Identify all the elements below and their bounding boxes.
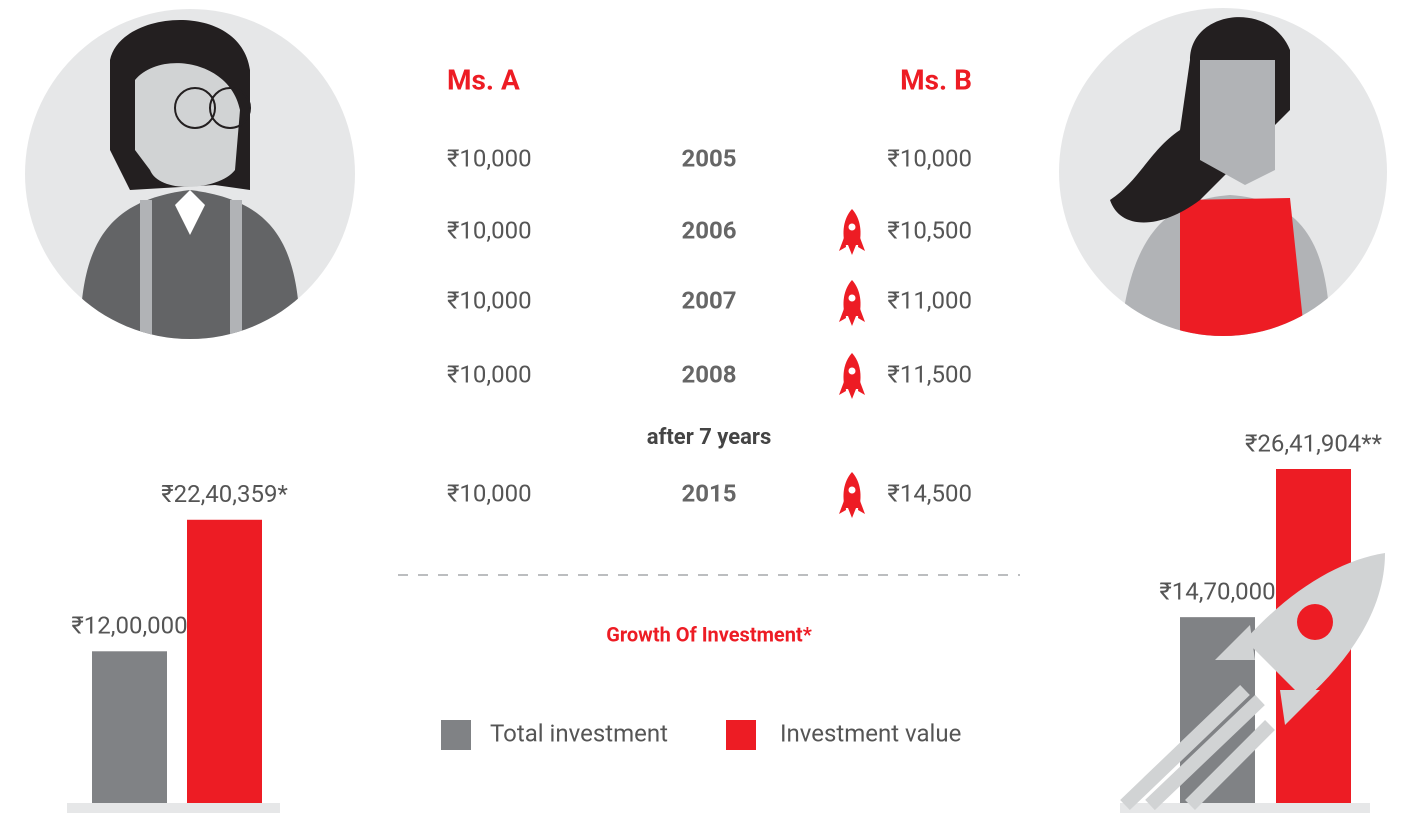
amount-a: ₹10,000 xyxy=(447,360,532,388)
value-label: ₹12,00,000 xyxy=(71,612,187,640)
person-name: Ms. B xyxy=(900,63,972,96)
rocket-icon xyxy=(839,353,865,399)
amount-b: ₹14,500 xyxy=(887,479,972,507)
year: 2007 xyxy=(681,286,736,314)
rocket-icon xyxy=(839,472,865,518)
rocket-icon xyxy=(839,209,865,255)
rocket-graphic xyxy=(1120,553,1385,811)
person-name: Ms. A xyxy=(447,63,520,96)
section-title: Growth Of Investment* xyxy=(606,622,812,646)
row-note: after 7 years xyxy=(647,425,772,450)
rocket-icon xyxy=(839,280,865,326)
bar xyxy=(92,651,167,803)
avatar-b xyxy=(1059,8,1387,336)
amount-b: ₹10,000 xyxy=(887,144,972,172)
avatar-a xyxy=(25,9,355,339)
amount-a: ₹10,000 xyxy=(447,286,532,314)
year: 2006 xyxy=(681,216,736,244)
value-label: ₹26,41,904** xyxy=(1245,429,1383,457)
legend-swatch xyxy=(726,720,756,750)
legend-label: Investment value xyxy=(780,719,961,747)
amount-a: ₹10,000 xyxy=(447,144,532,172)
amount-b: ₹11,000 xyxy=(887,286,972,314)
amount-a: ₹10,000 xyxy=(447,479,532,507)
year: 2015 xyxy=(681,479,736,507)
amount-b: ₹11,500 xyxy=(887,360,972,388)
amount-a: ₹10,000 xyxy=(447,216,532,244)
amount-b: ₹10,500 xyxy=(887,216,972,244)
legend-label: Total investment xyxy=(490,719,668,747)
bar-base xyxy=(67,803,280,813)
year: 2008 xyxy=(681,360,736,388)
bar xyxy=(187,519,262,803)
value-label: ₹22,40,359* xyxy=(161,480,288,508)
bar-base xyxy=(1120,803,1370,813)
value-label: ₹14,70,000 xyxy=(1159,578,1275,606)
legend-swatch xyxy=(441,720,471,750)
year: 2005 xyxy=(681,144,736,172)
